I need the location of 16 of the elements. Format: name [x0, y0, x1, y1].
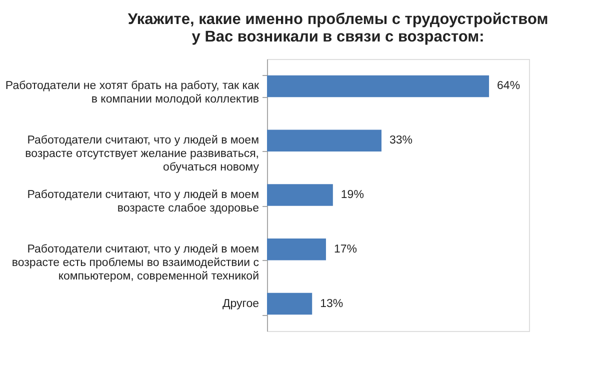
data-label: 17% — [334, 243, 358, 256]
y-tick-label: Работодатели считают, что у людей в моем возрасте есть проблемы во взаимодействии с компьютером, современной техникой — [12, 243, 260, 282]
bar — [267, 75, 490, 98]
y-tick-label: Работодатели не хотят брать на работу, так как в компании молодой коллектив — [5, 80, 260, 106]
bar — [267, 238, 326, 260]
chart-title: Укажите, какие именно проблемы с трудоустройством у Вас возникали в связи с возрастом: — [128, 11, 548, 46]
data-label: 33% — [389, 134, 413, 147]
y-tick-label: Работодатели считают, что у людей в моем возрасте слабое здоровье — [27, 189, 260, 214]
y-tick-label: Другое — [222, 298, 259, 310]
data-label: 64% — [497, 80, 520, 92]
bar — [267, 292, 312, 315]
bar — [267, 130, 382, 152]
y-tick-label: Работодатели считают, что у людей в моем возрасте отсутствует желание развиваться, обучаться новому — [25, 134, 260, 174]
data-label: 13% — [320, 298, 344, 310]
data-label: 19% — [340, 189, 364, 201]
bar — [267, 184, 333, 206]
